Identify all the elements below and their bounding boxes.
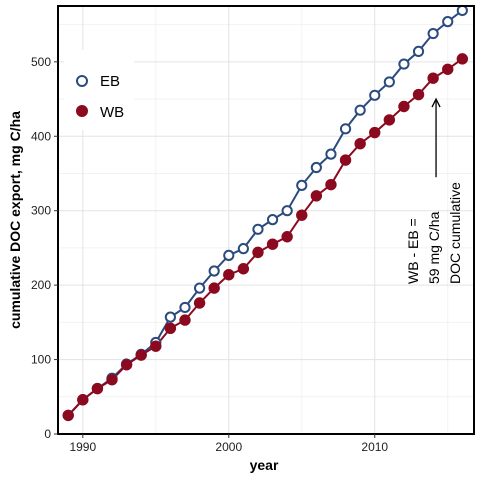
- data-point-eb: [442, 16, 454, 28]
- data-point-wb: [120, 359, 133, 371]
- data-point-wb: [135, 349, 147, 361]
- data-point-eb: [237, 243, 249, 255]
- data-point-wb: [208, 282, 220, 294]
- data-point-wb: [427, 72, 439, 84]
- y-axis-title: cumulative DOC export, mg C/ha: [7, 111, 23, 329]
- data-point-wb: [442, 63, 454, 75]
- data-point-wb: [193, 297, 206, 309]
- data-point-eb: [164, 311, 176, 323]
- legend: EB WB: [64, 50, 134, 130]
- data-point-eb: [383, 76, 395, 88]
- data-point-eb: [223, 249, 235, 261]
- data-point-wb: [150, 340, 162, 352]
- data-point-wb: [296, 209, 308, 221]
- data-point-eb: [296, 179, 308, 191]
- data-point-wb: [252, 246, 264, 259]
- x-tick-label: 2010: [361, 440, 388, 454]
- data-point-wb: [237, 263, 250, 275]
- data-point-eb: [412, 45, 425, 58]
- legend-key-wb: [76, 105, 88, 117]
- data-point-eb: [456, 4, 468, 17]
- data-point-eb: [281, 205, 293, 217]
- data-point-wb: [354, 138, 366, 150]
- y-tick-label: 200: [31, 278, 51, 292]
- legend-label-eb: EB: [100, 73, 120, 90]
- annotation-layer: WB - EB = 59 mg C/ha DOC cumulative: [405, 97, 463, 284]
- data-point-wb: [266, 238, 279, 250]
- data-point-wb: [62, 409, 74, 422]
- plot-frame: [57, 5, 475, 435]
- data-point-eb: [398, 58, 410, 70]
- data-point-wb: [383, 114, 396, 126]
- data-point-wb: [164, 322, 177, 334]
- data-point-wb: [179, 314, 191, 326]
- data-point-eb: [354, 104, 366, 116]
- data-point-eb: [208, 265, 220, 277]
- annotation-arrow-head: [431, 97, 441, 108]
- x-tick-label: 1990: [69, 440, 96, 454]
- y-tick-label: 100: [31, 353, 51, 367]
- data-point-eb: [179, 301, 191, 314]
- y-tick-label: 0: [44, 427, 51, 441]
- legend-background: [64, 50, 134, 130]
- data-point-wb: [77, 394, 89, 406]
- tick-layer: 1990 2000 2010 0 100 200 300 400 500: [31, 55, 388, 454]
- annotation-text-line: WB - EB =: [405, 218, 421, 284]
- data-point-eb: [310, 161, 322, 174]
- data-point-eb: [266, 214, 279, 226]
- data-point-wb: [91, 382, 104, 395]
- series-layer: [62, 4, 469, 422]
- data-point-eb: [369, 89, 381, 101]
- data-point-wb: [281, 231, 293, 243]
- data-point-eb: [193, 282, 206, 294]
- x-axis-title: year: [250, 457, 279, 473]
- data-point-wb: [106, 373, 118, 386]
- data-point-wb: [223, 269, 235, 281]
- legend-label-wb: WB: [100, 104, 124, 121]
- x-tick-label: 2000: [215, 440, 242, 454]
- y-tick-label: 300: [31, 204, 51, 218]
- y-tick-label: 400: [31, 129, 51, 143]
- data-point-wb: [310, 190, 323, 202]
- series-line-wb: [67, 58, 463, 417]
- data-point-eb: [427, 27, 439, 40]
- data-point-eb: [339, 123, 352, 135]
- data-point-wb: [456, 53, 469, 65]
- data-point-eb: [325, 148, 337, 160]
- annotation-text-line: DOC cumulative: [447, 182, 463, 284]
- data-point-wb: [325, 178, 337, 191]
- y-tick-label: 500: [31, 55, 51, 69]
- data-point-wb: [398, 100, 410, 113]
- data-point-eb: [252, 223, 264, 235]
- data-point-wb: [412, 88, 425, 101]
- legend-key-eb: [76, 75, 88, 87]
- data-point-wb: [339, 154, 352, 166]
- annotation-text-line: 59 mg C/ha: [426, 211, 442, 284]
- data-point-wb: [369, 126, 381, 139]
